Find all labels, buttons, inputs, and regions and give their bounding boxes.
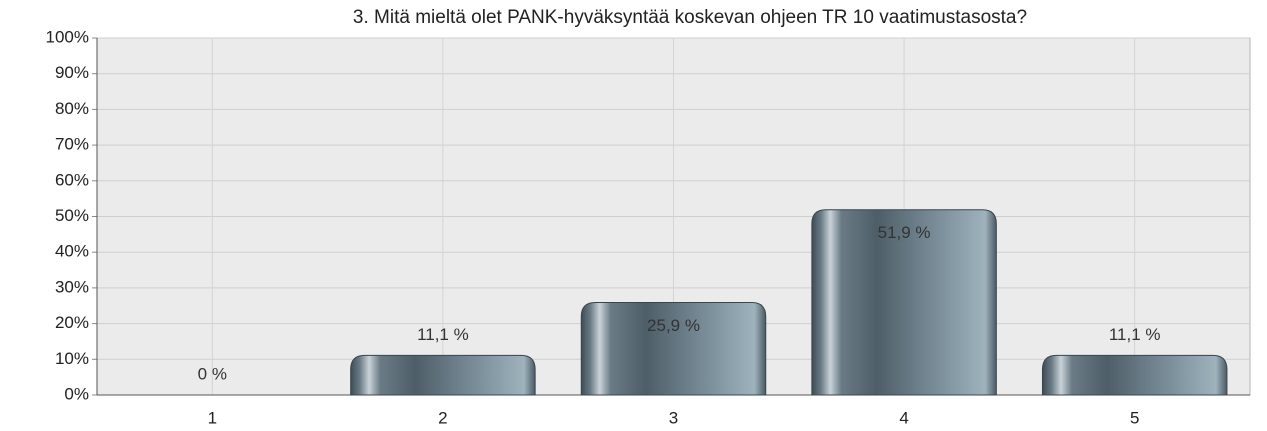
x-tick-label: 5: [1130, 408, 1139, 427]
y-tick-label: 70%: [55, 135, 89, 154]
data-label: 51,9 %: [878, 223, 931, 242]
y-tick-label: 20%: [55, 313, 89, 332]
y-tick-label: 60%: [55, 170, 89, 189]
y-tick-label: 100%: [46, 27, 89, 46]
data-label: 0 %: [198, 364, 227, 383]
x-tick-label: 2: [438, 408, 447, 427]
x-tick-label: 3: [669, 408, 678, 427]
data-label: 25,9 %: [647, 316, 700, 335]
y-tick-label: 0%: [64, 384, 89, 403]
y-tick-label: 50%: [55, 206, 89, 225]
y-tick-label: 80%: [55, 99, 89, 118]
bar: [580, 302, 767, 396]
chart-title: 3. Mitä mieltä olet PANK-hyväksyntää kos…: [353, 7, 1027, 28]
data-label: 11,1 %: [417, 325, 469, 344]
bar: [811, 209, 997, 396]
data-label: 11,1 %: [1109, 325, 1161, 344]
y-tick-label: 30%: [55, 277, 89, 296]
x-tick-label: 4: [899, 408, 908, 427]
y-tick-label: 90%: [55, 63, 89, 82]
y-tick-label: 40%: [55, 242, 89, 261]
bar: [350, 354, 536, 396]
bar: [1041, 354, 1228, 396]
x-tick-label: 1: [208, 408, 217, 427]
y-tick-label: 10%: [55, 349, 89, 368]
